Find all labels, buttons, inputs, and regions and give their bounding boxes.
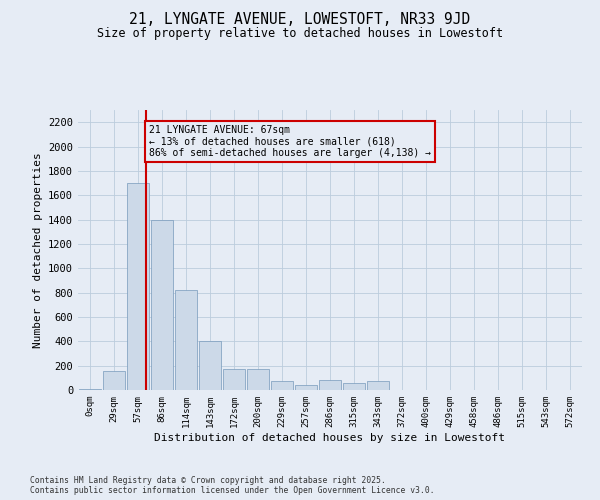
Bar (223, 370, 245, 390)
Text: 21, LYNGATE AVENUE, LOWESTOFT, NR33 9JD: 21, LYNGATE AVENUE, LOWESTOFT, NR33 9JD (130, 12, 470, 28)
Bar (103, 371, 125, 390)
Bar (199, 342, 221, 390)
Y-axis label: Number of detached properties: Number of detached properties (32, 152, 43, 348)
Bar (295, 385, 317, 390)
Text: Contains HM Land Registry data © Crown copyright and database right 2025.
Contai: Contains HM Land Registry data © Crown c… (30, 476, 434, 495)
Bar (367, 381, 389, 390)
Text: 21 LYNGATE AVENUE: 67sqm
← 13% of detached houses are smaller (618)
86% of semi-: 21 LYNGATE AVENUE: 67sqm ← 13% of detach… (149, 124, 431, 158)
Bar (79, 389, 101, 390)
X-axis label: Distribution of detached houses by size in Lowestoft: Distribution of detached houses by size … (155, 432, 505, 442)
Bar (151, 220, 173, 390)
Bar (127, 183, 149, 390)
Bar (343, 382, 365, 390)
Bar (319, 380, 341, 390)
Bar (247, 370, 269, 390)
Bar (271, 382, 293, 390)
Bar (175, 290, 197, 390)
Text: Size of property relative to detached houses in Lowestoft: Size of property relative to detached ho… (97, 28, 503, 40)
